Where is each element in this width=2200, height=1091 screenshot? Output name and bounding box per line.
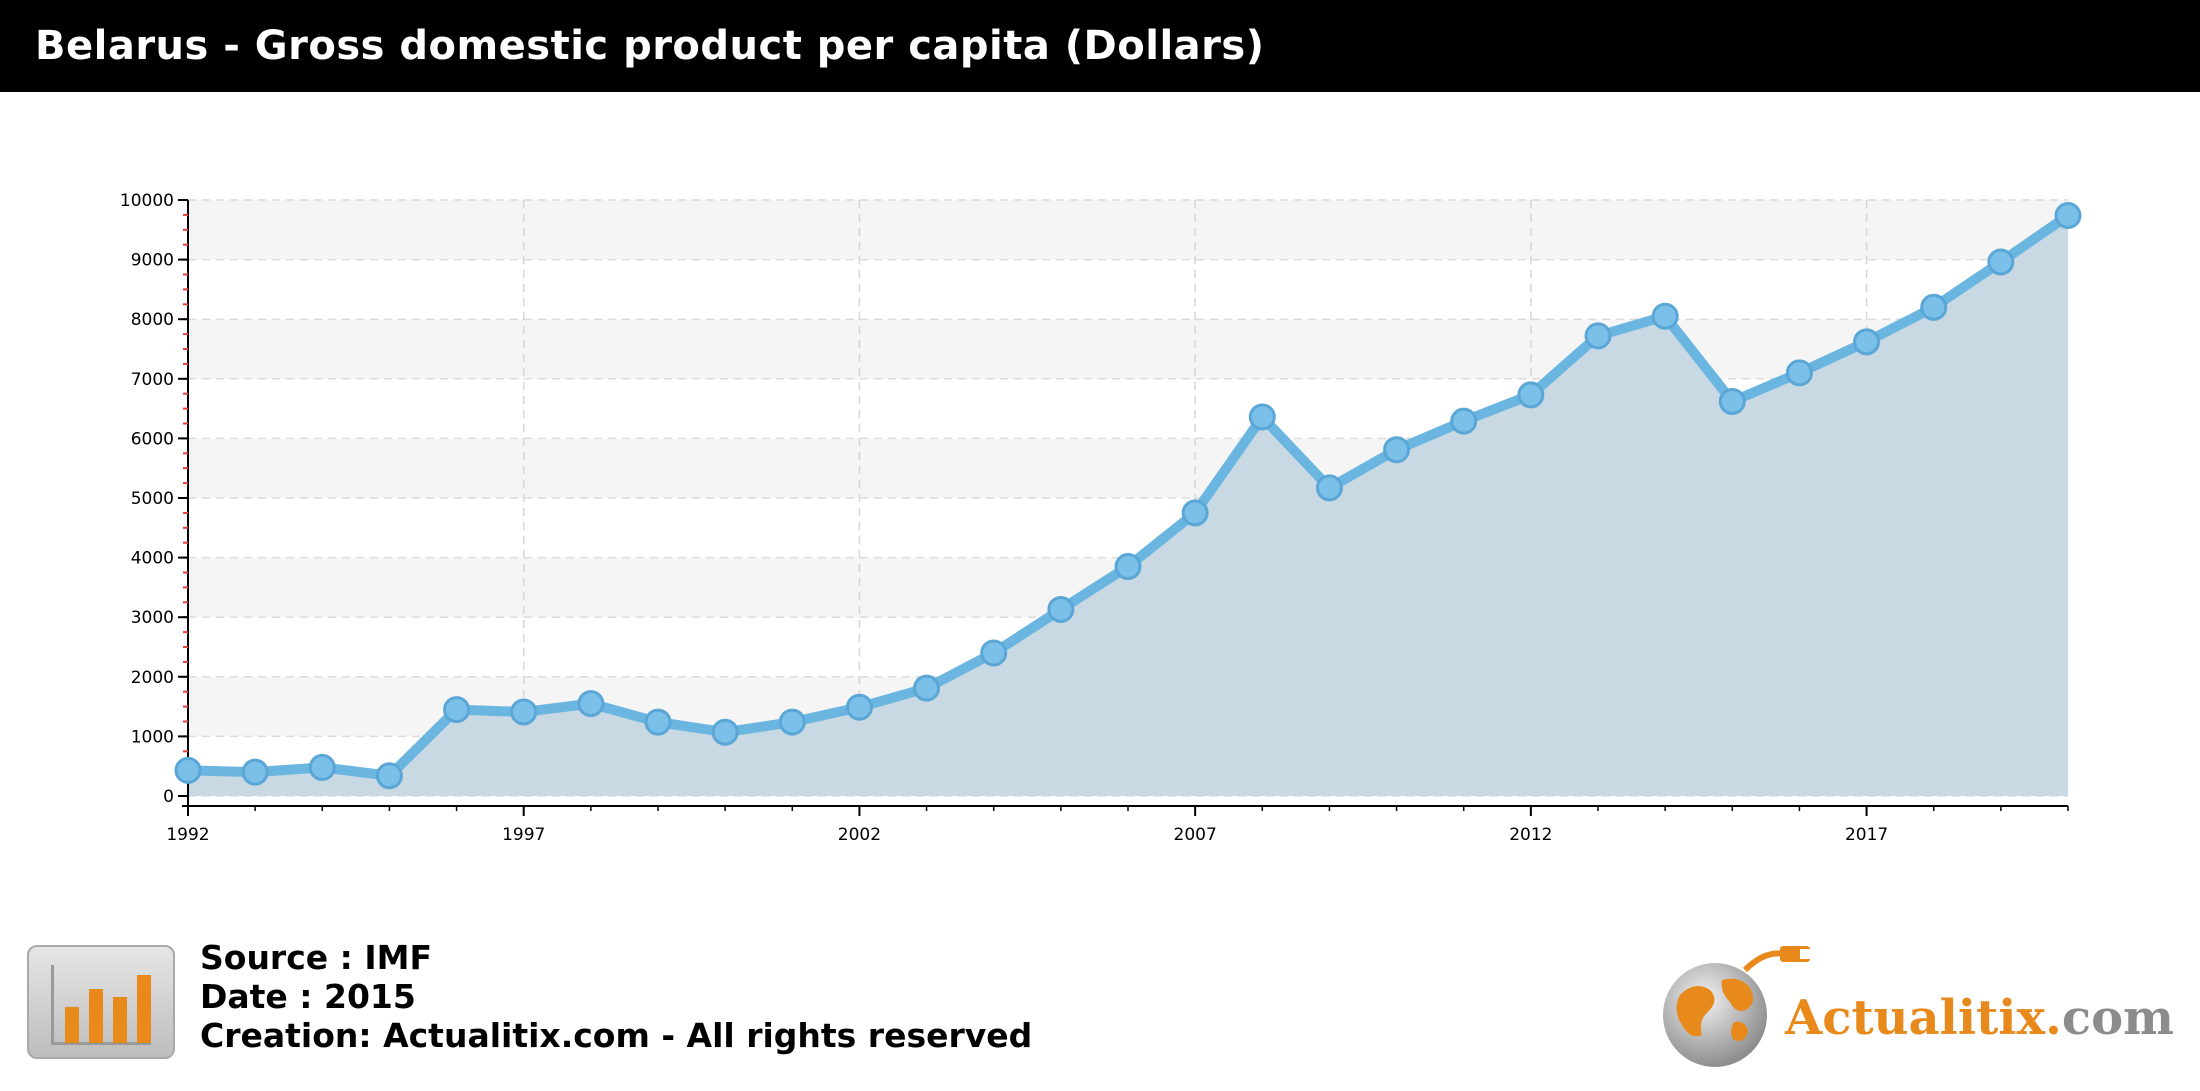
data-point-2005	[1047, 595, 1075, 623]
y-tick-label: 4000	[131, 549, 174, 569]
source-label: Source : IMF	[200, 938, 432, 977]
x-tick-label: 1992	[166, 825, 209, 845]
grid-band	[188, 200, 2068, 260]
data-point-2016	[1785, 359, 1813, 387]
data-point-2020	[2054, 201, 2082, 229]
y-tick-label: 8000	[131, 310, 174, 330]
data-point-2007	[1181, 499, 1209, 527]
bar-chart-icon	[27, 945, 175, 1059]
grid-band	[188, 259, 2068, 320]
data-point-2019	[1987, 248, 2015, 276]
data-point-1994	[308, 753, 336, 781]
y-tick-label: 2000	[131, 668, 174, 688]
data-point-2010	[1383, 436, 1411, 464]
creation-label: Creation: Actualitix.com - All rights re…	[200, 1016, 1033, 1055]
data-point-1996	[443, 696, 471, 724]
brand-logo: Actualitix.com	[1650, 940, 2190, 1070]
brand-text: Actualitix.com	[1785, 990, 2174, 1046]
x-tick-label: 2017	[1845, 825, 1888, 845]
data-point-2001	[778, 708, 806, 736]
y-tick-label: 6000	[131, 429, 174, 449]
chart-area-fill	[188, 215, 2068, 797]
y-tick-label: 7000	[131, 370, 174, 390]
data-point-2003	[913, 674, 941, 702]
data-point-1997	[510, 698, 538, 726]
data-point-2015	[1718, 387, 1746, 415]
y-tick-label: 0	[163, 787, 174, 807]
data-point-2014	[1651, 302, 1679, 330]
data-point-1992	[174, 756, 202, 784]
data-point-2000	[711, 718, 739, 746]
data-point-2002	[845, 693, 873, 721]
data-point-2008	[1248, 403, 1276, 431]
data-point-2013	[1584, 322, 1612, 350]
page-title: Belarus - Gross domestic product per cap…	[35, 23, 1265, 69]
data-point-1998	[577, 690, 605, 718]
y-tick-label: 5000	[131, 489, 174, 509]
x-tick-label: 2002	[838, 825, 881, 845]
data-point-2017	[1853, 328, 1881, 356]
data-point-1999	[644, 708, 672, 736]
y-tick-label: 3000	[131, 608, 174, 628]
data-point-2012	[1517, 381, 1545, 409]
title-bar: Belarus - Gross domestic product per cap…	[0, 0, 2200, 92]
brand-name: Actualitix	[1785, 990, 2046, 1046]
y-tick-label: 9000	[131, 251, 174, 271]
globe-usb-icon	[1663, 946, 1810, 1067]
grid-band	[188, 319, 2068, 379]
date-label: Date : 2015	[200, 977, 416, 1016]
data-point-2018	[1920, 293, 1948, 321]
x-tick-label: 2007	[1174, 825, 1217, 845]
chart: 0 1000 2000 3000 4000 5000 6000 7000 8000 9000 100…	[120, 191, 2082, 845]
brand-tld: com	[2061, 990, 2174, 1046]
data-point-2011	[1450, 407, 1478, 435]
data-point-2006	[1114, 553, 1142, 581]
data-point-1995	[375, 762, 403, 790]
data-point-2004	[980, 639, 1008, 667]
x-tick-label: 1997	[502, 825, 545, 845]
x-tick-label: 2012	[1509, 825, 1552, 845]
y-tick-label: 1000	[131, 727, 174, 747]
brand-dot: .	[2045, 990, 2062, 1046]
data-point-2009	[1315, 474, 1343, 502]
footer-info: Source : IMF Date : 2015 Creation: Actua…	[200, 938, 1032, 1055]
data-point-1993	[241, 758, 269, 786]
y-tick-label: 10000	[120, 191, 174, 211]
